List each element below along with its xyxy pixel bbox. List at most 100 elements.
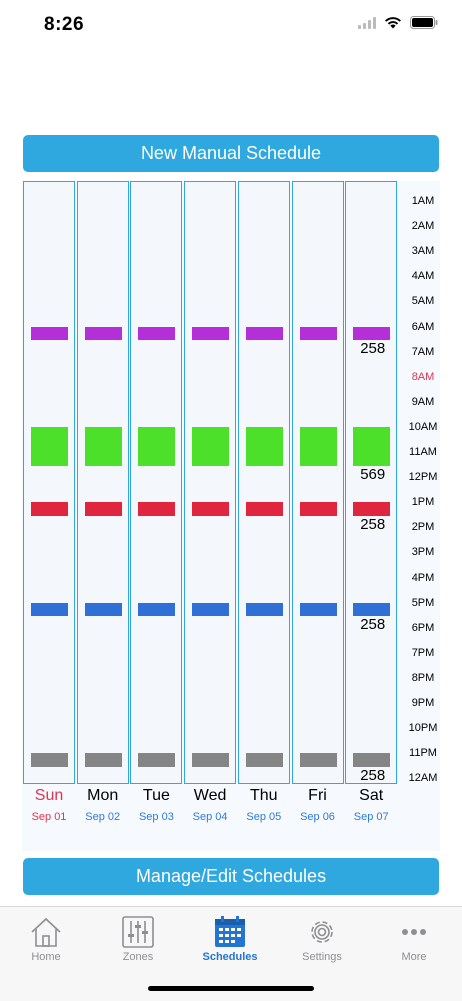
schedule-block-purple[interactable] [353,326,391,341]
calendar-icon [215,916,245,947]
day-column-sat[interactable]: 258 569 258 258 258 [345,181,398,784]
house-icon [31,917,61,947]
time-label: 7AM [411,345,435,358]
schedule-block-purple[interactable] [245,326,283,341]
tab-home[interactable]: Home [0,915,92,963]
wifi-icon [385,17,401,29]
schedule-block-red[interactable] [299,502,337,516]
schedule-block-red[interactable] [31,502,68,516]
day-name-label: Fri [308,787,327,804]
schedule-block-gray[interactable] [84,753,122,767]
status-icons [358,16,438,29]
time-label: 11PM [409,747,437,760]
time-label: 5PM [411,596,435,609]
schedule-block-green[interactable] [299,426,337,466]
time-label: 2PM [411,521,435,534]
schedule-block-purple[interactable] [138,326,176,341]
time-label: 12PM [408,471,438,484]
tab-more[interactable]: More [368,915,460,963]
tab-settings[interactable]: Settings [276,915,368,963]
schedule-block-purple[interactable] [192,326,230,341]
schedule-block-green[interactable] [138,426,176,466]
time-label: 4AM [411,270,435,283]
schedule-block-gray[interactable] [353,753,391,767]
status-bar: 8:26 [0,0,462,50]
new-manual-schedule-button[interactable]: New Manual Schedule [23,135,439,172]
ellipsis-icon [402,929,426,935]
time-label: 10PM [408,722,438,735]
day-name-label: Thu [250,787,278,804]
time-label: 8AM [411,370,435,383]
tab-more-label: More [401,951,427,963]
day-date-label: Sep 07 [353,811,389,823]
battery-icon [410,16,438,29]
time-label: 3AM [411,245,435,258]
day-column-mon[interactable] [76,181,129,784]
time-label: 6AM [411,320,435,333]
time-label: 12AM [408,772,438,785]
schedule-block-gray[interactable] [245,753,283,767]
schedule-amount-label: 569 [360,465,386,483]
schedule-block-gray[interactable] [192,753,230,767]
tab-schedules[interactable]: Schedules [184,915,276,963]
schedule-block-green[interactable] [84,426,122,466]
schedule-block-green[interactable] [192,426,230,466]
schedule-block-blue[interactable] [138,602,176,617]
time-label: 9PM [411,697,435,709]
schedule-block-blue[interactable] [299,602,337,617]
day-name-label: Sat [359,787,384,804]
schedule-block-blue[interactable] [192,602,230,617]
time-label: 6PM [411,621,435,634]
schedule-block-green[interactable] [31,426,68,466]
time-label: 4PM [411,571,435,584]
tab-zones[interactable]: Zones [92,915,184,963]
day-date-label: Sep 05 [246,811,282,823]
signal-icon [358,16,376,29]
tab-settings-label: Settings [302,951,342,963]
day-name-label: Wed [193,787,227,804]
schedule-block-red[interactable] [245,502,283,516]
schedule-block-blue[interactable] [31,602,68,617]
weekly-schedule-calendar: Sun Sep 01 Mon Sep 02 Tue Sep 03 Wed Sep 04 Thu S… [22,181,440,851]
schedule-amount-label: 258 [360,340,386,358]
schedule-amount-label: 258 [360,616,386,634]
schedule-block-purple[interactable] [31,326,68,341]
day-date-label: Sep 02 [85,811,121,823]
tab-bar: Home Zones Schedules [0,906,462,1001]
schedule-block-gray[interactable] [31,753,68,767]
manage-edit-schedules-button[interactable]: Manage/Edit Schedules [23,858,439,895]
day-name-label: Sun [34,787,64,804]
schedule-block-green[interactable] [245,426,283,466]
day-date-label: Sep 01 [31,811,67,823]
schedule-block-red[interactable] [353,502,391,516]
sliders-icon [122,916,154,948]
day-column-tue[interactable] [130,181,183,784]
schedule-block-gray[interactable] [138,753,176,767]
schedule-block-red[interactable] [192,502,230,516]
day-column-fri[interactable] [291,181,344,784]
gear-icon [311,921,333,943]
status-time: 8:26 [44,14,85,35]
schedule-amount-label: 258 [360,515,386,533]
day-name-label: Tue [142,787,170,804]
schedule-block-purple[interactable] [84,326,122,341]
time-label: 8PM [411,671,435,684]
day-column-wed[interactable] [184,181,237,784]
day-column-thu[interactable] [237,181,290,784]
schedule-block-red[interactable] [138,502,176,516]
schedule-block-red[interactable] [84,502,122,516]
schedule-block-gray[interactable] [299,753,337,767]
schedule-block-blue[interactable] [353,602,391,617]
day-date-label: Sep 04 [192,811,228,823]
tab-schedules-label: Schedules [202,951,258,963]
schedule-block-blue[interactable] [245,602,283,617]
schedule-block-purple[interactable] [299,326,337,341]
schedule-block-blue[interactable] [84,602,122,617]
schedule-block-green[interactable] [353,426,391,466]
schedule-amount-label: 258 [360,766,386,784]
time-label: 11AM [409,446,437,458]
day-column-sun[interactable] [23,181,75,784]
tab-home-label: Home [31,951,61,963]
home-indicator [148,986,314,991]
time-label: 3PM [411,546,435,559]
